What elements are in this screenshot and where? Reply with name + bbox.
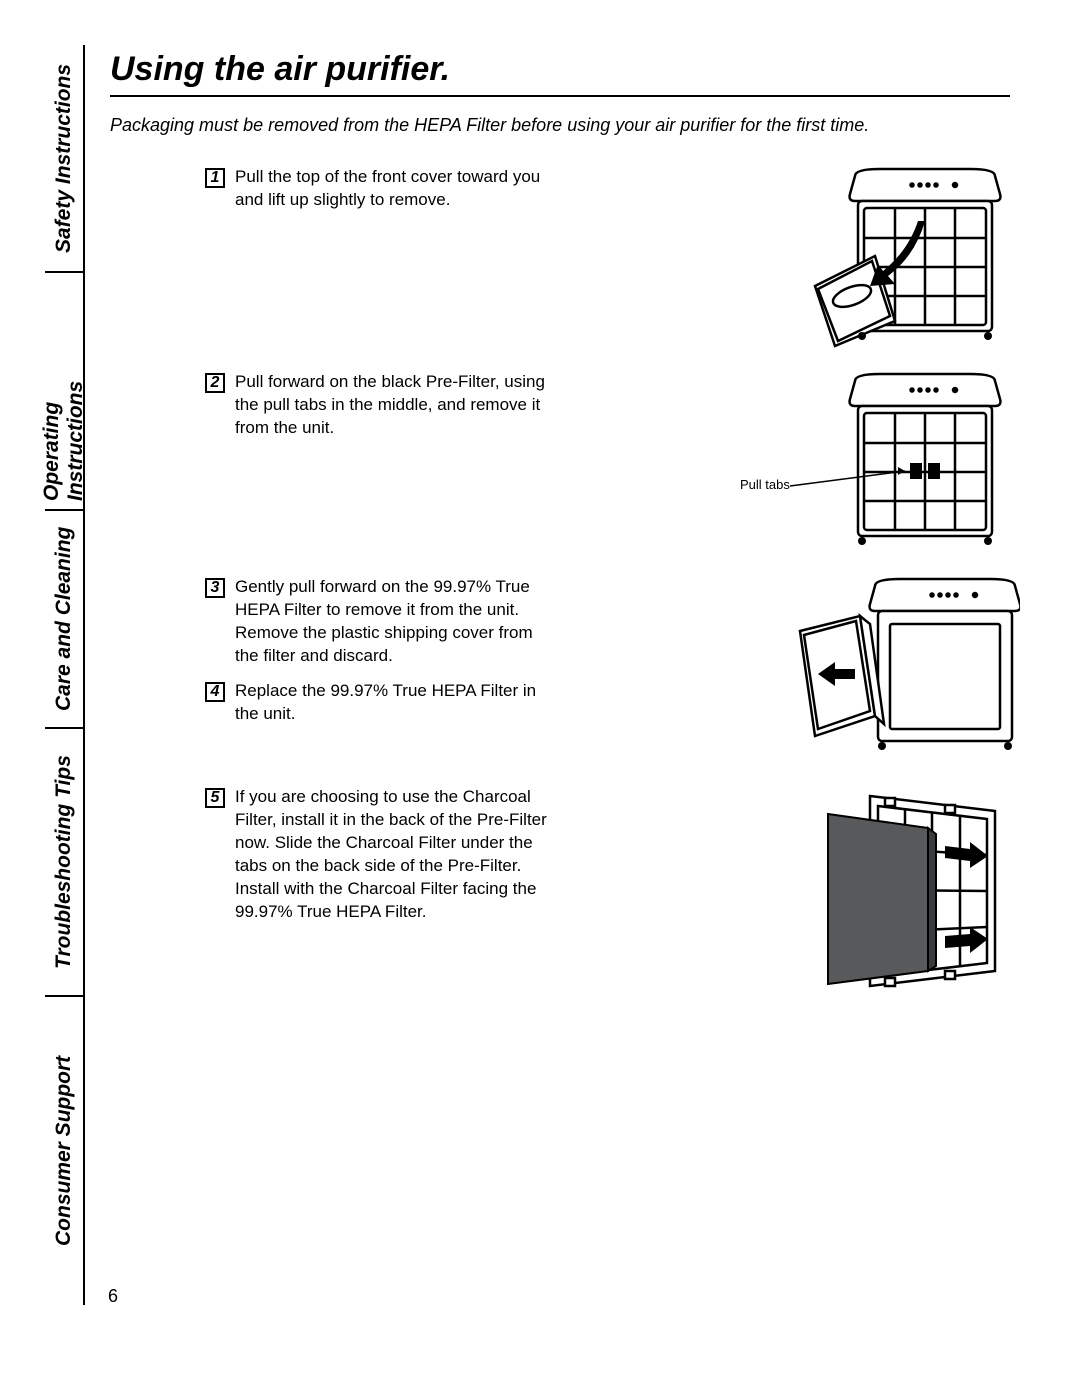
illustration-step5 [810,786,1020,1001]
step-row: 5 If you are choosing to use the Charcoa… [205,786,550,924]
step-text: Gently pull forward on the 99.97% True H… [235,576,550,668]
intro-text: Packaging must be removed from the HEPA … [110,115,1010,136]
step-row: 3 Gently pull forward on the 99.97% True… [205,576,550,668]
step-text: Pull forward on the black Pre-Filter, us… [235,371,550,440]
side-tab-safety: Safety Instructions [45,45,83,273]
step-number-icon: 1 [205,168,225,188]
step-row: 1 Pull the top of the front cover toward… [205,166,550,212]
illustration-step1 [800,166,1020,356]
step-text: Replace the 99.97% True HEPA Filter in t… [235,680,550,726]
step-block-2: 2 Pull forward on the black Pre-Filter, … [205,371,1010,566]
steps-list: 1 Pull the top of the front cover toward… [205,166,1010,996]
step-block-5: 5 If you are choosing to use the Charcoa… [205,786,1010,996]
step-text: Pull the top of the front cover toward y… [235,166,550,212]
step-row: 4 Replace the 99.97% True HEPA Filter in… [205,680,550,726]
page-title: Using the air purifier. [110,50,1010,97]
manual-page: Safety Instructions Operating Instructio… [0,0,1080,1397]
step-number-icon: 4 [205,682,225,702]
step-row: 2 Pull forward on the black Pre-Filter, … [205,371,550,440]
page-number: 6 [108,1286,118,1307]
step-number-icon: 2 [205,373,225,393]
step-number-icon: 3 [205,578,225,598]
side-tab-troubleshooting: Troubleshooting Tips [45,729,83,997]
content-area: Using the air purifier. Packaging must b… [110,50,1010,1006]
step-number-icon: 5 [205,788,225,808]
step-block-3-4: 3 Gently pull forward on the 99.97% True… [205,576,1010,776]
callout-label: Pull tabs [740,477,790,492]
illustration-step2: Pull tabs [740,371,1020,561]
illustration-step3 [780,576,1020,771]
side-tab-support: Consumer Support [45,997,83,1305]
side-tab-bar: Safety Instructions Operating Instructio… [45,45,85,1305]
side-tab-care: Care and Cleaning [45,511,83,729]
step-text: If you are choosing to use the Charcoal … [235,786,550,924]
step-block-1: 1 Pull the top of the front cover toward… [205,166,1010,361]
side-tab-operating: Operating Instructions [45,273,83,511]
